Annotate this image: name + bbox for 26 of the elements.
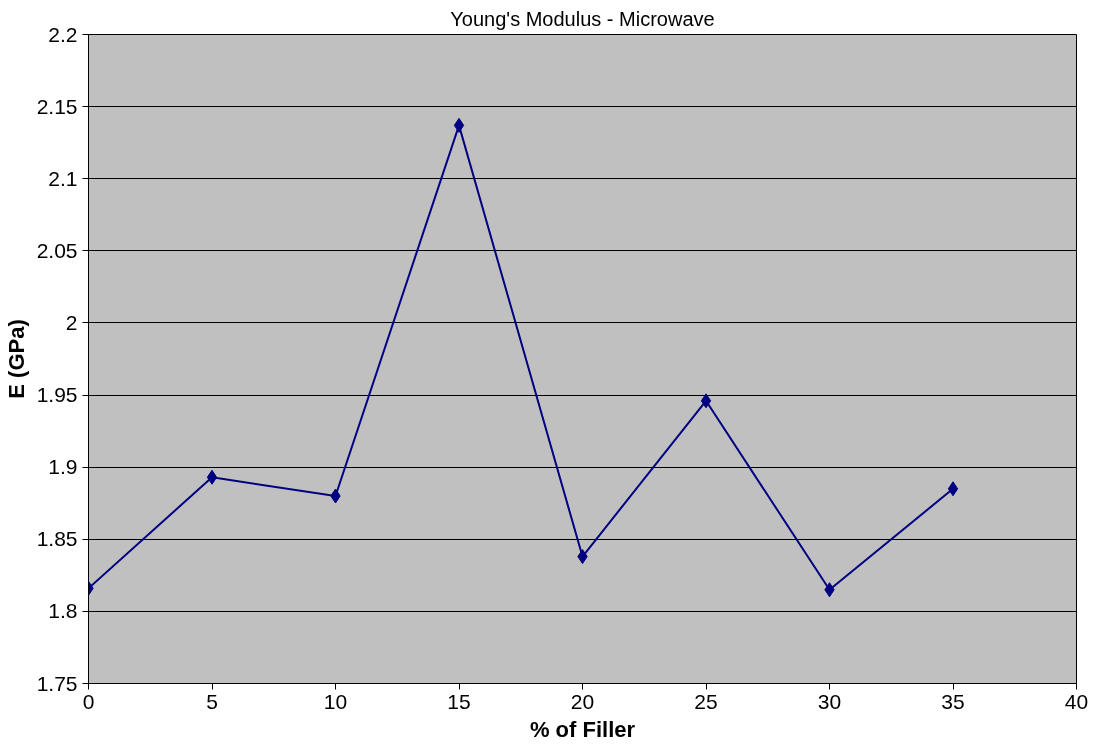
y-tick-label: 2.1 <box>48 166 78 190</box>
x-tick-label: 30 <box>817 689 842 713</box>
y-tick-label: 2.15 <box>36 94 78 118</box>
y-tick-label: 2 <box>65 310 78 334</box>
point <box>700 393 712 409</box>
point <box>947 481 959 497</box>
y-axis-title: E (GPa) <box>3 319 29 399</box>
y-tick-label: 1.8 <box>48 599 78 623</box>
chart-title: Young's Modulus - Microwave <box>450 7 715 30</box>
y-tick-label: 1.9 <box>48 455 78 479</box>
x-tick-label: 35 <box>941 689 965 713</box>
x-tick-label: 15 <box>447 689 471 713</box>
x-tick-label: 25 <box>694 689 718 713</box>
x-tick-label: 40 <box>1064 689 1089 713</box>
y-tick-label: 2.2 <box>48 22 78 46</box>
point <box>206 469 218 485</box>
y-tick-label: 1.95 <box>36 383 78 407</box>
x-tick-label: 10 <box>323 689 348 713</box>
x-axis-title: % of Filler <box>529 716 636 742</box>
y-tick-label: 1.85 <box>36 527 78 551</box>
x-tick-label: 20 <box>570 689 595 713</box>
y-tick-label: 1.75 <box>36 671 78 695</box>
y-tick-label: 2.05 <box>36 238 78 262</box>
point <box>453 117 465 133</box>
x-tick-label: 0 <box>82 689 95 713</box>
x-tick-label: 5 <box>206 689 218 713</box>
